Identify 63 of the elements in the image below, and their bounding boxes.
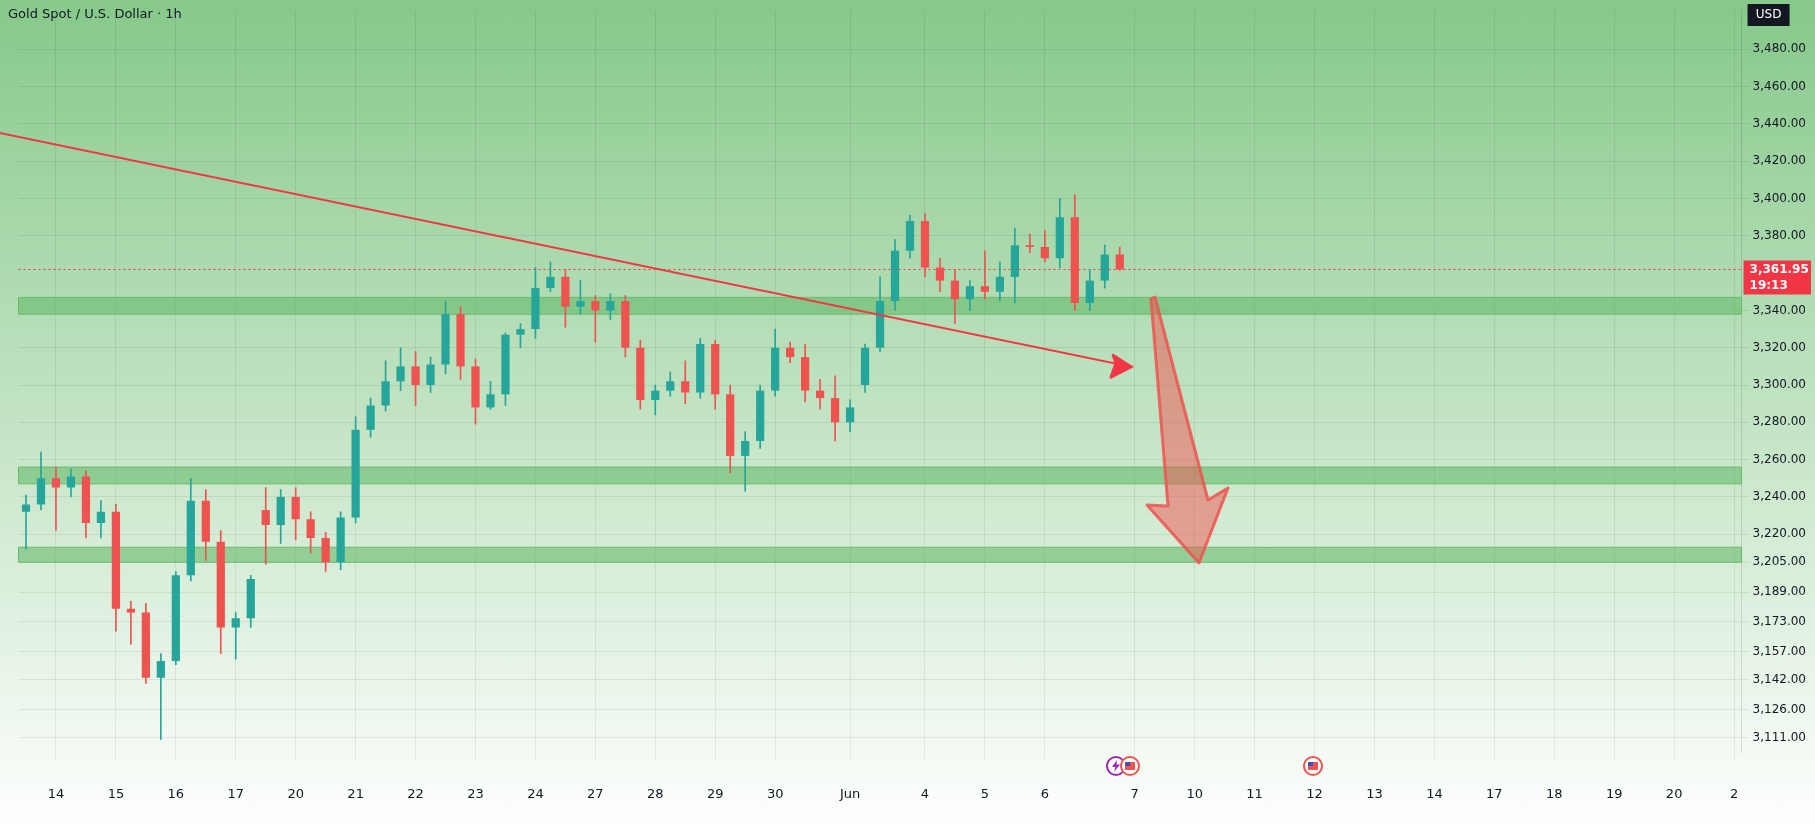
x-tick-label: 17 bbox=[227, 785, 245, 801]
ref-line-label: 3,361.95 bbox=[1749, 261, 1809, 276]
text: 19:13 bbox=[1749, 277, 1788, 292]
y-tick-label: 3,300.00 bbox=[1752, 377, 1806, 392]
candlestick bbox=[231, 612, 240, 660]
x-tick-label: 12 bbox=[1306, 785, 1323, 801]
x-tick-label: 21 bbox=[347, 785, 364, 801]
x-tick-label: 24 bbox=[527, 785, 544, 801]
candlestick bbox=[681, 360, 690, 405]
x-tick-label: 20 bbox=[287, 785, 304, 801]
y-tick-label: 3,440.00 bbox=[1752, 116, 1806, 131]
y-tick-label: 3,480.00 bbox=[1752, 41, 1806, 56]
y-tick-label: 3,340.00 bbox=[1752, 302, 1806, 317]
x-tick-label: 18 bbox=[1546, 785, 1563, 801]
x-tick-label: 23 bbox=[467, 785, 484, 801]
y-tick-label: 3,320.00 bbox=[1752, 339, 1806, 354]
x-tick-label: 7 bbox=[1130, 785, 1139, 801]
x-tick-label: 6 bbox=[1040, 785, 1049, 801]
candlestick bbox=[1025, 233, 1034, 253]
x-tick-label: 10 bbox=[1186, 785, 1203, 801]
y-tick-label: 3,126.00 bbox=[1752, 701, 1806, 716]
x-tick-label: 11 bbox=[1246, 785, 1263, 801]
x-tick-label: 27 bbox=[587, 785, 604, 801]
y-tick-label: 3,111.00 bbox=[1752, 729, 1806, 744]
candlestick bbox=[980, 250, 990, 300]
x-tick-label: 14 bbox=[47, 785, 65, 801]
y-tick-label: 3,380.00 bbox=[1752, 227, 1806, 242]
chart-title: Gold Spot / U.S. Dollar · 1h bbox=[8, 6, 182, 21]
y-tick-label: 3,142.00 bbox=[1752, 671, 1806, 686]
y-tick-label: 3,460.00 bbox=[1752, 78, 1806, 93]
x-tick-label: 17 bbox=[1486, 785, 1503, 801]
candlestick bbox=[126, 601, 135, 645]
y-tick-label: 3,205.00 bbox=[1752, 554, 1806, 569]
x-tick-label: 5 bbox=[980, 785, 990, 801]
candlestick bbox=[741, 431, 750, 492]
y-tick-label: 3,220.00 bbox=[1752, 526, 1806, 541]
x-tick-label: 29 bbox=[706, 785, 724, 801]
candlestick bbox=[21, 494, 31, 550]
x-tick-label: 13 bbox=[1366, 785, 1383, 801]
x-tick-label: 14 bbox=[1426, 785, 1443, 801]
candlestick bbox=[261, 487, 270, 565]
x-tick-label: 15 bbox=[107, 785, 125, 801]
x-tick-label: 4 bbox=[920, 785, 930, 801]
x-tick-label: 2 bbox=[1729, 785, 1739, 801]
text: USD bbox=[1755, 7, 1782, 22]
y-tick-label: 3,420.00 bbox=[1752, 153, 1806, 168]
y-tick-label: 3,240.00 bbox=[1752, 489, 1806, 504]
y-tick-label: 3,400.00 bbox=[1752, 190, 1806, 205]
candlestick bbox=[815, 379, 825, 410]
x-tick-label: 19 bbox=[1605, 785, 1623, 801]
x-tick-label: 22 bbox=[407, 785, 424, 801]
x-tick-label: 28 bbox=[647, 785, 664, 801]
candlestick bbox=[51, 466, 61, 531]
y-tick-label: 3,173.00 bbox=[1752, 613, 1806, 628]
x-tick-label: 30 bbox=[766, 785, 784, 801]
x-tick-label: 20 bbox=[1665, 785, 1683, 801]
y-tick-label: 3,280.00 bbox=[1752, 414, 1806, 429]
y-tick-label: 3,189.00 bbox=[1752, 584, 1806, 599]
x-tick-label: Jun bbox=[838, 785, 861, 801]
y-tick-label: 3,260.00 bbox=[1752, 451, 1806, 466]
candlestick bbox=[156, 653, 165, 740]
y-tick-label: 3,157.00 bbox=[1752, 643, 1806, 658]
x-tick-label: 16 bbox=[167, 785, 185, 801]
